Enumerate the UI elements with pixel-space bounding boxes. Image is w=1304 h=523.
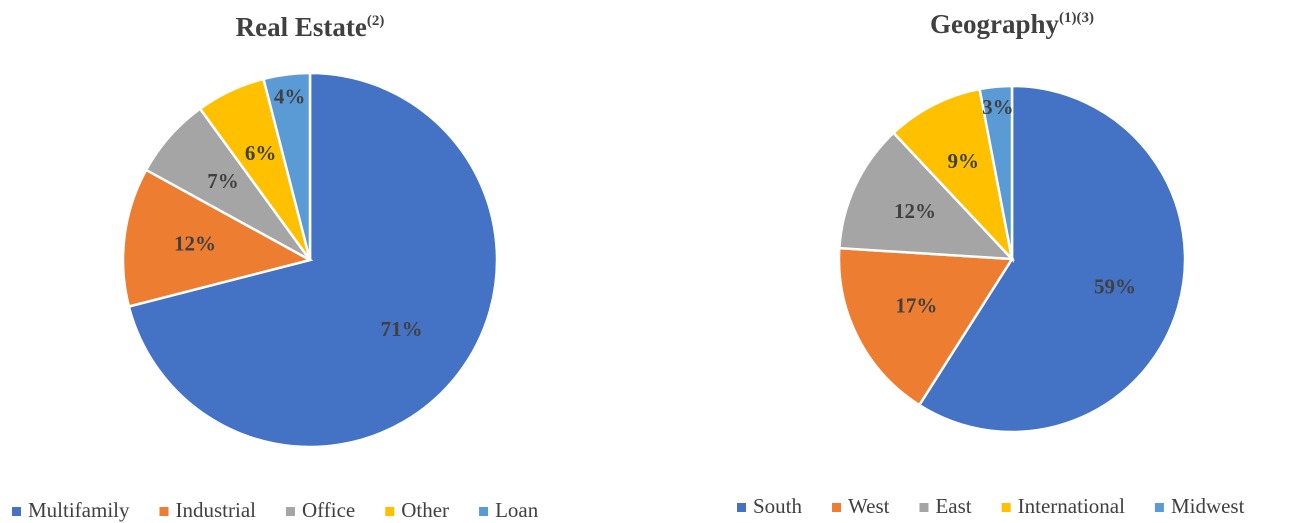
legend-swatch — [1154, 503, 1164, 512]
legend-swatch — [12, 507, 21, 516]
value-label: 12% — [894, 199, 936, 223]
pie-slice — [261, 71, 312, 261]
value-label: 12% — [174, 231, 216, 255]
title-text: Real Estate — [236, 12, 367, 42]
legend-label: South — [753, 494, 803, 518]
legend-label: Midwest — [1171, 494, 1245, 518]
legend-swatch — [737, 503, 746, 512]
legend-label: West — [848, 494, 890, 518]
chart-title: Real Estate(2) — [236, 12, 385, 42]
title-note: (1)(3) — [1059, 10, 1094, 26]
legend-label: Multifamily — [28, 498, 130, 522]
pie-slice — [121, 168, 314, 309]
value-label: 6% — [245, 141, 277, 165]
value-label: 71% — [381, 317, 423, 341]
value-label: 9% — [948, 149, 980, 173]
legend-swatch — [832, 503, 842, 512]
legend-swatch — [919, 503, 929, 512]
legend-label: Industrial — [176, 498, 257, 522]
pie-slice — [917, 84, 1187, 434]
title-text: Geography — [930, 9, 1060, 39]
pie-slice — [127, 71, 499, 449]
pie-chart: Geography(1)(3) 59% 17% 12% 9% 3% South West Eas… — [737, 9, 1245, 518]
legend-swatch — [285, 507, 295, 516]
pie-chart: Real Estate(2) 71% 12% 7%6% 4% Multifamily Ind… — [12, 12, 539, 522]
value-label: 17% — [895, 294, 937, 318]
pie-slice — [978, 84, 1014, 260]
legend-label: Loan — [495, 498, 539, 522]
pie-slice — [891, 87, 1015, 263]
legend-label: East — [935, 494, 971, 518]
value-label: 4% — [274, 84, 306, 108]
value-label: 7% — [207, 169, 239, 193]
legend-swatch — [479, 507, 489, 516]
pie-slice — [838, 131, 1016, 261]
title-note: (2) — [367, 13, 385, 29]
value-label: 59% — [1094, 275, 1136, 299]
chart-title: Geography(1)(3) — [930, 9, 1094, 39]
legend-swatch — [1001, 503, 1011, 512]
legend-label: International — [1018, 494, 1125, 518]
pie-slice — [837, 246, 1015, 407]
legend-label: Office — [302, 498, 355, 522]
value-label: 3% — [982, 95, 1014, 119]
legend-swatch — [385, 507, 395, 516]
legend-swatch — [159, 507, 169, 516]
legend-label: Other — [401, 498, 449, 522]
